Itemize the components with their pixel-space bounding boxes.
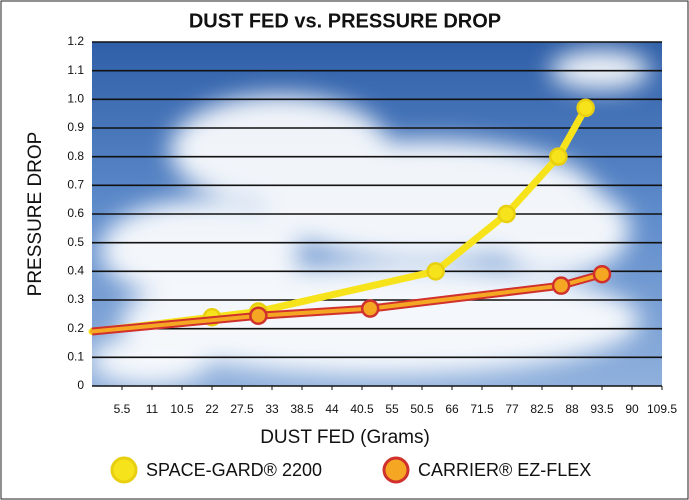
x-tick-label: 27.5: [230, 402, 254, 416]
y-tick-label: 0.3: [67, 292, 84, 306]
x-tick-label: 109.5: [647, 402, 677, 416]
x-tick-label: 71.5: [470, 402, 494, 416]
y-tick-label: 0.8: [67, 149, 84, 163]
x-tick-label: 22: [205, 402, 219, 416]
x-tick-label: 77: [505, 402, 519, 416]
x-tick-label: 38.5: [290, 402, 314, 416]
y-tick-label: 1.0: [67, 92, 84, 106]
y-tick-label: 0.9: [67, 120, 84, 134]
x-tick-label: 93.5: [590, 402, 614, 416]
point: [250, 308, 266, 324]
x-tick-label: 10.5: [170, 402, 194, 416]
point: [428, 263, 444, 279]
point: [499, 206, 515, 222]
y-tick-label: 1.1: [67, 63, 84, 77]
x-tick-label: 88: [565, 402, 579, 416]
y-tick-label: 0.5: [67, 235, 84, 249]
x-tick-label: 90: [625, 402, 639, 416]
point: [362, 301, 378, 317]
legend-marker: [112, 458, 136, 482]
point: [550, 149, 566, 165]
y-tick-label: 0: [77, 378, 84, 392]
y-tick-label: 0.6: [67, 206, 84, 220]
legend-marker: [384, 458, 408, 482]
x-tick-label: 44: [325, 402, 339, 416]
legend-label: CARRIER® EZ-FLEX: [418, 460, 591, 480]
chart: DUST FED vs. PRESSURE DROP DUST FED (Gra…: [0, 0, 689, 500]
x-tick-label: 82.5: [530, 402, 554, 416]
y-tick-label: 0.4: [67, 264, 84, 278]
y-axis-label: PRESSURE DROP: [25, 132, 46, 297]
x-tick-label: 40.5: [350, 402, 374, 416]
point: [594, 266, 610, 282]
x-axis-label: DUST FED (Grams): [260, 427, 430, 448]
y-tick-label: 0.7: [67, 178, 84, 192]
x-tick-label: 5.5: [114, 402, 131, 416]
point: [578, 100, 594, 116]
point: [553, 278, 569, 294]
x-tick-label: 55: [385, 402, 399, 416]
x-tick-label: 66: [445, 402, 459, 416]
chart-title: DUST FED vs. PRESSURE DROP: [189, 10, 501, 32]
y-tick-label: 0.2: [67, 321, 84, 335]
x-tick-label: 33: [265, 402, 279, 416]
y-tick-label: 1.2: [67, 34, 84, 48]
x-tick-label: 11: [146, 402, 159, 416]
x-tick-label: 50.5: [410, 402, 434, 416]
y-tick-label: 0.1: [67, 350, 84, 364]
legend-label: SPACE-GARD® 2200: [146, 460, 322, 480]
